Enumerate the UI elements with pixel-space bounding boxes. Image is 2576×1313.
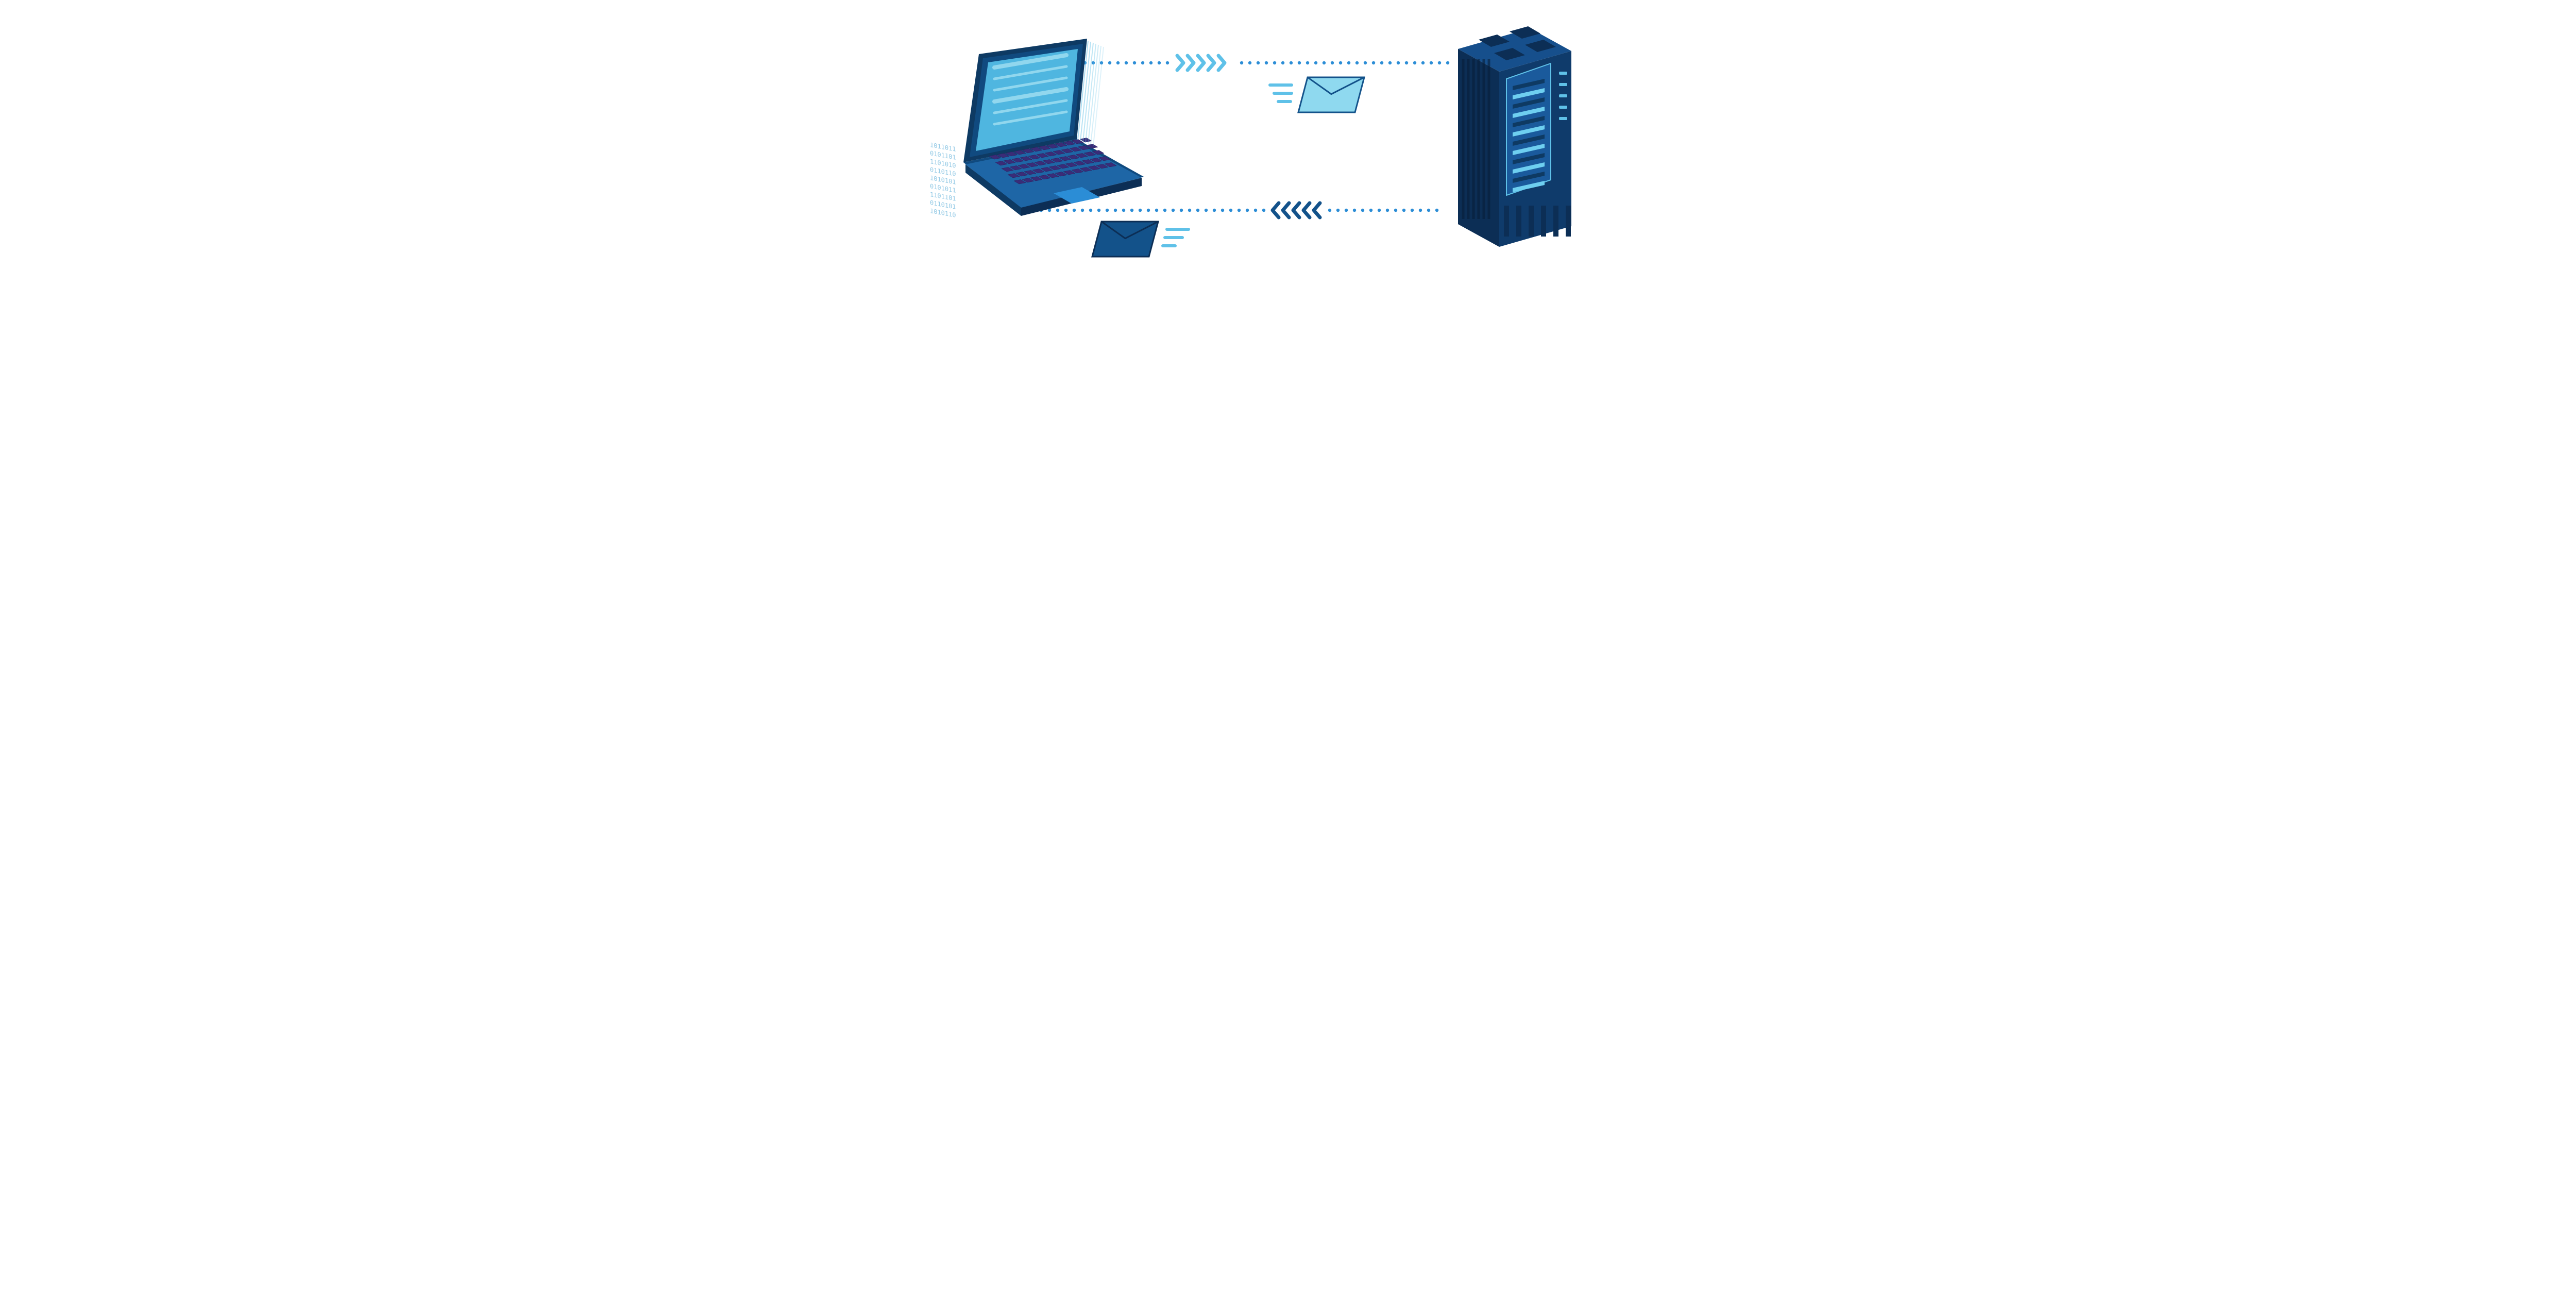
laptop-icon: [963, 39, 1144, 216]
server-icon: [1458, 26, 1571, 247]
diagram-svg: 1011011010110111010100110110101010101010…: [876, 0, 1700, 268]
diagram-canvas: 1011011010110111010100110110101010101010…: [876, 0, 1700, 268]
envelope-icon: [1092, 222, 1190, 257]
chevron-group: [1273, 203, 1320, 217]
chevron-group: [1177, 56, 1225, 70]
dot-path: [1075, 61, 1449, 64]
speed-lines: [1161, 228, 1190, 247]
dot-path: [1031, 209, 1438, 212]
envelope-icon: [1268, 77, 1364, 112]
binary-backdrop: 1011011010110111010100110110101010101010…: [930, 141, 956, 219]
speed-lines: [1268, 83, 1293, 103]
